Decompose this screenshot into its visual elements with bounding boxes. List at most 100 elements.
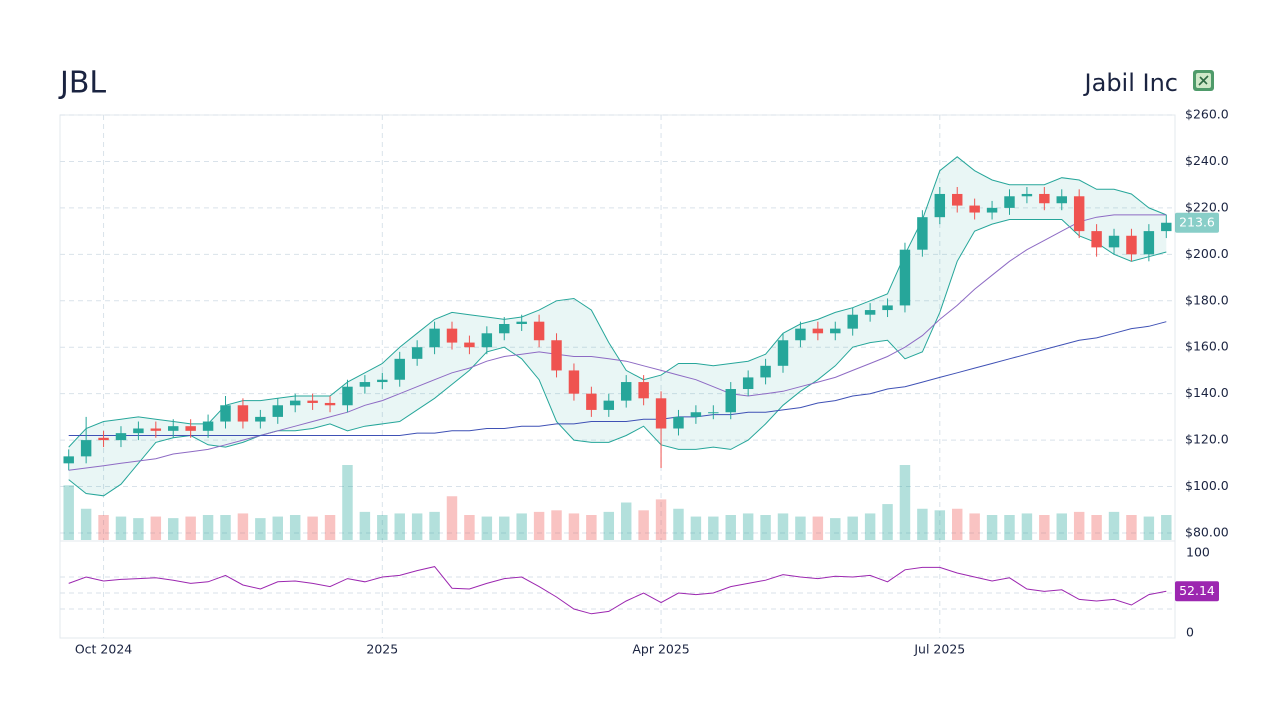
candle-body bbox=[429, 328, 440, 348]
volume-bar bbox=[394, 513, 405, 540]
candle-body bbox=[533, 321, 545, 341]
candle-body bbox=[1108, 235, 1120, 248]
candle-body bbox=[725, 389, 736, 413]
candle-body bbox=[1073, 196, 1085, 232]
candle-body bbox=[777, 340, 789, 366]
volume-bar bbox=[377, 515, 388, 540]
volume-bar bbox=[429, 511, 440, 540]
last-price-label: 213.6 bbox=[1179, 214, 1215, 229]
candle-body bbox=[1091, 231, 1102, 248]
volume-bar bbox=[307, 516, 318, 540]
volume-bar bbox=[63, 485, 74, 540]
candle-body bbox=[394, 358, 405, 380]
volume-bar bbox=[237, 513, 249, 540]
candle-body bbox=[882, 305, 893, 311]
y-tick-label: $180.0 bbox=[1185, 292, 1229, 307]
candle-body bbox=[1161, 222, 1172, 232]
moving-average bbox=[68, 321, 1167, 436]
x-tick-label: 2025 bbox=[366, 642, 398, 657]
candle-body bbox=[168, 426, 179, 431]
candle-body bbox=[359, 382, 371, 387]
candle-body bbox=[812, 328, 824, 334]
candle-body bbox=[551, 340, 562, 371]
volume-bar bbox=[952, 508, 963, 540]
y-tick-label: $140.0 bbox=[1185, 385, 1229, 400]
y-tick-label: $220.0 bbox=[1185, 199, 1229, 214]
volume-bar bbox=[1039, 515, 1050, 540]
volume-bar bbox=[969, 513, 980, 540]
x-tick-label: Oct 2024 bbox=[75, 642, 132, 657]
candle-body bbox=[620, 382, 632, 401]
candle-body bbox=[1004, 196, 1015, 208]
volume-bar bbox=[708, 516, 719, 540]
volume-bar bbox=[98, 515, 109, 540]
y-tick-label: $200.0 bbox=[1185, 246, 1229, 261]
rsi-line bbox=[68, 566, 1167, 615]
candle-body bbox=[655, 398, 667, 429]
volume-bar bbox=[255, 518, 266, 540]
volume-bar bbox=[1161, 515, 1172, 540]
volume-bar bbox=[1004, 515, 1015, 540]
candle-body bbox=[586, 393, 597, 410]
volume-bar bbox=[115, 516, 127, 540]
company-icon bbox=[1193, 70, 1214, 91]
volume-bar bbox=[464, 515, 475, 540]
rsi-last-label: 52.14 bbox=[1179, 583, 1215, 598]
y-tick-label: $240.0 bbox=[1185, 153, 1229, 168]
candle-body bbox=[952, 193, 963, 206]
volume-bar bbox=[533, 511, 545, 540]
candle-body bbox=[917, 217, 928, 250]
volume-bar bbox=[603, 511, 615, 540]
candle-body bbox=[255, 416, 266, 422]
volume-bar bbox=[882, 504, 893, 540]
candle-body bbox=[847, 314, 858, 329]
candle-body bbox=[1143, 231, 1155, 255]
volume-bar bbox=[499, 516, 510, 540]
candle-body bbox=[98, 437, 109, 441]
x-tick-label: Apr 2025 bbox=[632, 642, 689, 657]
volume-bar bbox=[899, 465, 911, 540]
band-lower bbox=[68, 219, 1167, 497]
candle-body bbox=[969, 205, 980, 213]
volume-bar bbox=[690, 516, 702, 540]
candle-body bbox=[481, 333, 493, 348]
volume-bar bbox=[777, 513, 789, 540]
volume-bar bbox=[1108, 511, 1120, 540]
candle-body bbox=[568, 370, 580, 394]
candle-body bbox=[1021, 193, 1033, 197]
volume-bar bbox=[551, 510, 562, 540]
volume-bar bbox=[742, 513, 754, 540]
volume-bar bbox=[446, 496, 458, 540]
volume-bar bbox=[289, 515, 301, 540]
volume-bar bbox=[864, 513, 876, 540]
volume-bar bbox=[202, 515, 214, 540]
candle-body bbox=[760, 365, 771, 378]
last-price-badge bbox=[1175, 212, 1219, 233]
candle-body bbox=[115, 433, 127, 441]
candle-body bbox=[185, 426, 196, 431]
chart-title: JBL bbox=[58, 66, 106, 101]
volume-bar bbox=[1073, 511, 1085, 540]
volume-bar bbox=[847, 516, 858, 540]
candle-body bbox=[377, 379, 388, 383]
candle-body bbox=[446, 328, 458, 343]
volume-bar bbox=[795, 516, 806, 540]
volume-bar bbox=[917, 508, 928, 540]
volume-bar bbox=[586, 515, 597, 540]
candle-body bbox=[673, 416, 684, 429]
candle-body bbox=[307, 400, 318, 403]
candle-body bbox=[1056, 196, 1067, 204]
y-tick-label: $160.0 bbox=[1185, 339, 1229, 354]
y-tick-label: $260.0 bbox=[1185, 107, 1229, 122]
candle-body bbox=[237, 405, 249, 422]
volume-bar bbox=[324, 515, 336, 540]
volume-bar bbox=[1056, 513, 1067, 540]
volume-bar bbox=[638, 510, 649, 540]
volume-bar bbox=[185, 516, 196, 540]
candle-body bbox=[934, 193, 946, 218]
x-tick-label: Jul 2025 bbox=[913, 642, 965, 657]
volume-bar bbox=[272, 516, 283, 540]
plot-frame bbox=[59, 114, 1176, 639]
volume-bar bbox=[150, 516, 162, 540]
